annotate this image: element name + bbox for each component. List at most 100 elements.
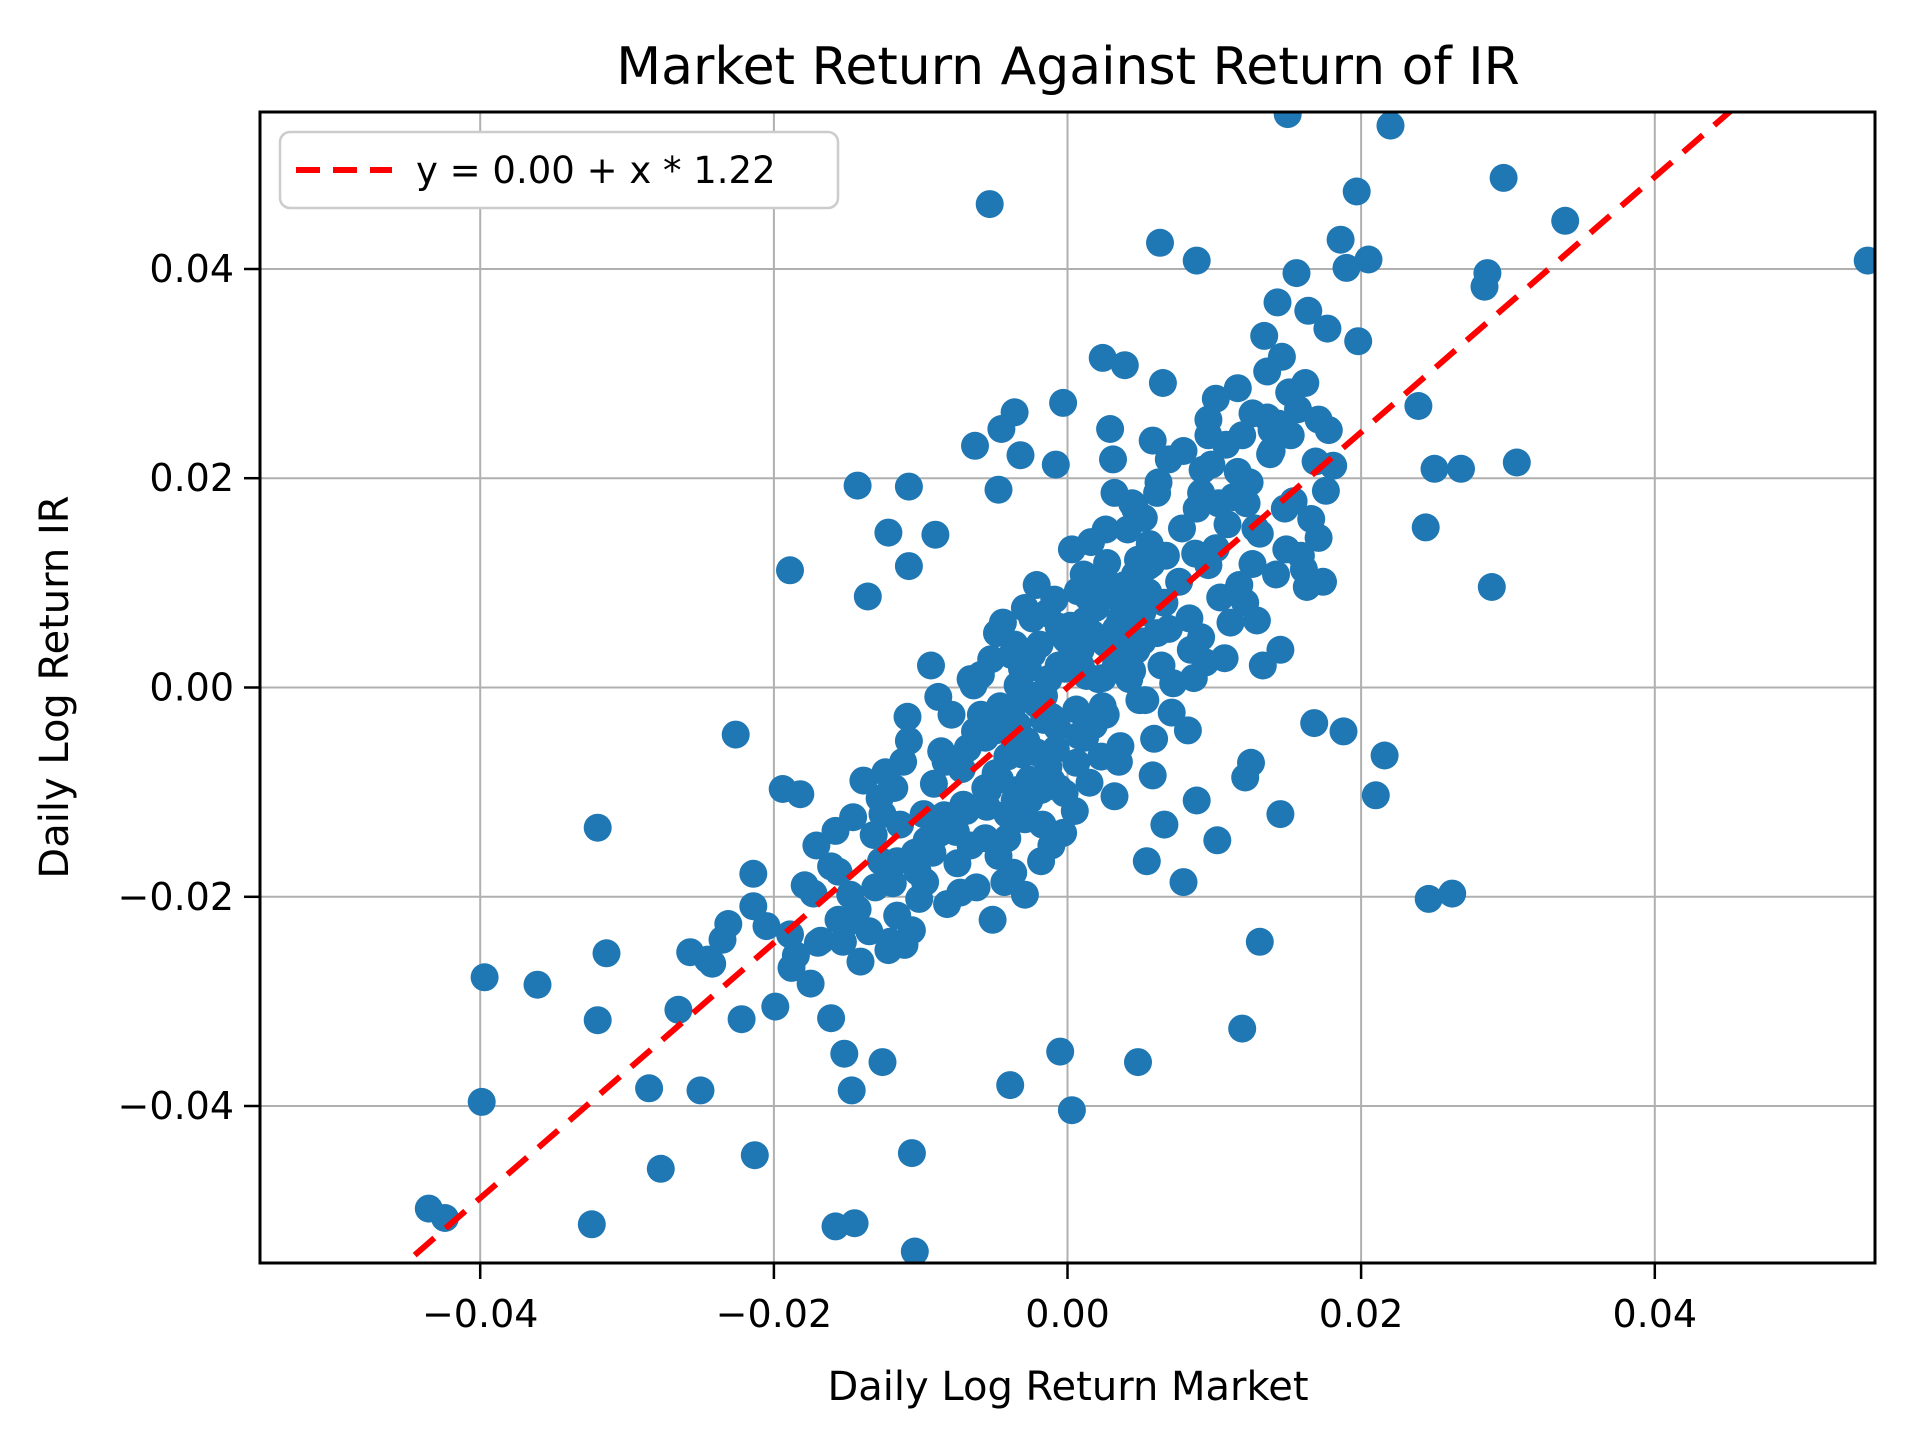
chart-title: Market Return Against Return of IR xyxy=(616,37,1519,97)
data-point xyxy=(523,970,552,999)
data-point xyxy=(739,892,768,921)
data-point xyxy=(1332,253,1361,282)
data-point xyxy=(646,1154,675,1183)
data-point xyxy=(1370,741,1399,770)
data-point xyxy=(1309,567,1337,596)
data-point xyxy=(839,803,868,832)
data-point xyxy=(1188,455,1217,484)
legend: y = 0.00 + x * 1.22 xyxy=(278,130,840,210)
data-point xyxy=(1294,296,1323,325)
data-point xyxy=(1286,541,1315,570)
data-point xyxy=(1138,426,1167,455)
data-point xyxy=(686,1076,715,1105)
data-point xyxy=(1022,738,1051,767)
data-point xyxy=(1003,671,1032,700)
data-point xyxy=(635,1074,664,1103)
y-tick-label: −0.04 xyxy=(118,1084,234,1128)
data-point xyxy=(781,941,810,970)
data-point xyxy=(1074,583,1103,612)
data-point xyxy=(1187,478,1216,507)
data-point xyxy=(874,518,903,547)
x-tick-label: 0.04 xyxy=(1612,1292,1697,1336)
data-point xyxy=(905,884,934,913)
data-point xyxy=(1006,441,1035,470)
y-tick-label: 0.02 xyxy=(149,456,234,500)
data-point xyxy=(883,847,912,876)
data-point xyxy=(1106,604,1135,633)
data-point xyxy=(971,723,1000,752)
data-point xyxy=(1041,450,1070,479)
data-point xyxy=(988,608,1017,637)
data-point xyxy=(1489,163,1518,192)
data-point xyxy=(1212,430,1241,459)
legend-box xyxy=(278,130,840,210)
data-point xyxy=(1096,415,1125,443)
data-point xyxy=(849,766,878,795)
data-point xyxy=(1022,571,1051,599)
data-point xyxy=(1231,763,1260,792)
data-point xyxy=(802,831,831,860)
data-point xyxy=(1326,225,1355,254)
data-point xyxy=(739,859,768,888)
data-point xyxy=(1037,831,1066,860)
data-point xyxy=(1342,177,1371,206)
data-point xyxy=(1057,1096,1086,1125)
data-point xyxy=(974,776,1003,804)
data-point xyxy=(1223,457,1252,486)
data-point xyxy=(1144,468,1173,497)
data-point xyxy=(1232,489,1261,518)
data-point xyxy=(1223,374,1252,403)
data-point xyxy=(1044,612,1073,641)
data-point xyxy=(1414,884,1443,913)
data-point xyxy=(1100,478,1129,507)
data-point xyxy=(1411,513,1440,542)
data-point xyxy=(1084,665,1113,694)
data-point xyxy=(698,949,727,978)
data-point xyxy=(1273,112,1302,129)
data-point xyxy=(824,857,853,886)
data-point xyxy=(987,415,1016,443)
data-point xyxy=(1354,245,1383,274)
data-point xyxy=(1245,927,1274,956)
data-point xyxy=(414,1194,443,1223)
data-point xyxy=(1502,448,1531,477)
data-point xyxy=(1216,608,1245,637)
data-point xyxy=(467,1087,496,1116)
data-point xyxy=(1225,571,1254,599)
data-point xyxy=(1438,879,1467,908)
data-point xyxy=(894,472,923,501)
data-point xyxy=(1169,868,1198,897)
data-point xyxy=(752,912,781,941)
data-point xyxy=(1168,514,1196,543)
y-tick-label: −0.02 xyxy=(118,875,234,919)
data-point xyxy=(664,995,693,1024)
data-point xyxy=(993,742,1022,771)
data-point xyxy=(1267,342,1296,371)
data-point xyxy=(1077,528,1105,557)
data-point xyxy=(1238,550,1267,578)
data-point xyxy=(1010,880,1039,909)
data-point xyxy=(919,769,948,798)
data-point xyxy=(1376,112,1405,140)
data-point xyxy=(871,758,900,787)
data-point xyxy=(1262,560,1290,589)
data-point xyxy=(837,1076,866,1105)
data-point xyxy=(1046,1037,1075,1066)
data-point xyxy=(786,780,815,809)
data-point xyxy=(776,556,804,585)
data-point xyxy=(577,1210,606,1239)
y-axis-label: Daily Log Return IR xyxy=(32,495,78,878)
data-point xyxy=(986,692,1014,721)
data-point xyxy=(1176,635,1205,664)
data-point xyxy=(1128,598,1157,627)
data-point xyxy=(959,671,988,700)
data-point xyxy=(861,873,890,902)
data-point xyxy=(1304,523,1333,552)
data-point xyxy=(1000,786,1029,815)
data-point xyxy=(1138,761,1167,790)
data-point xyxy=(836,880,865,909)
data-point xyxy=(1100,782,1129,811)
data-point xyxy=(1266,800,1295,829)
data-point xyxy=(840,1209,869,1238)
data-point xyxy=(1069,560,1098,589)
